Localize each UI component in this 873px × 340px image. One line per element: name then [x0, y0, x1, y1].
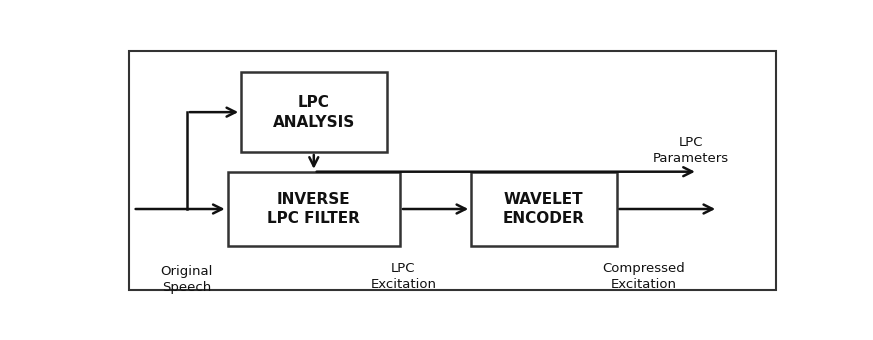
Text: INVERSE
LPC FILTER: INVERSE LPC FILTER: [267, 192, 361, 226]
Text: Original
Speech: Original Speech: [161, 265, 213, 294]
Bar: [228, 172, 400, 246]
Text: LPC
Parameters: LPC Parameters: [653, 136, 729, 165]
Bar: [471, 172, 616, 246]
Text: LPC
ANALYSIS: LPC ANALYSIS: [272, 95, 355, 130]
Bar: [241, 72, 387, 152]
Text: LPC
Excitation: LPC Excitation: [370, 262, 436, 291]
Text: WAVELET
ENCODER: WAVELET ENCODER: [503, 192, 585, 226]
Text: Compressed
Excitation: Compressed Excitation: [602, 262, 685, 291]
